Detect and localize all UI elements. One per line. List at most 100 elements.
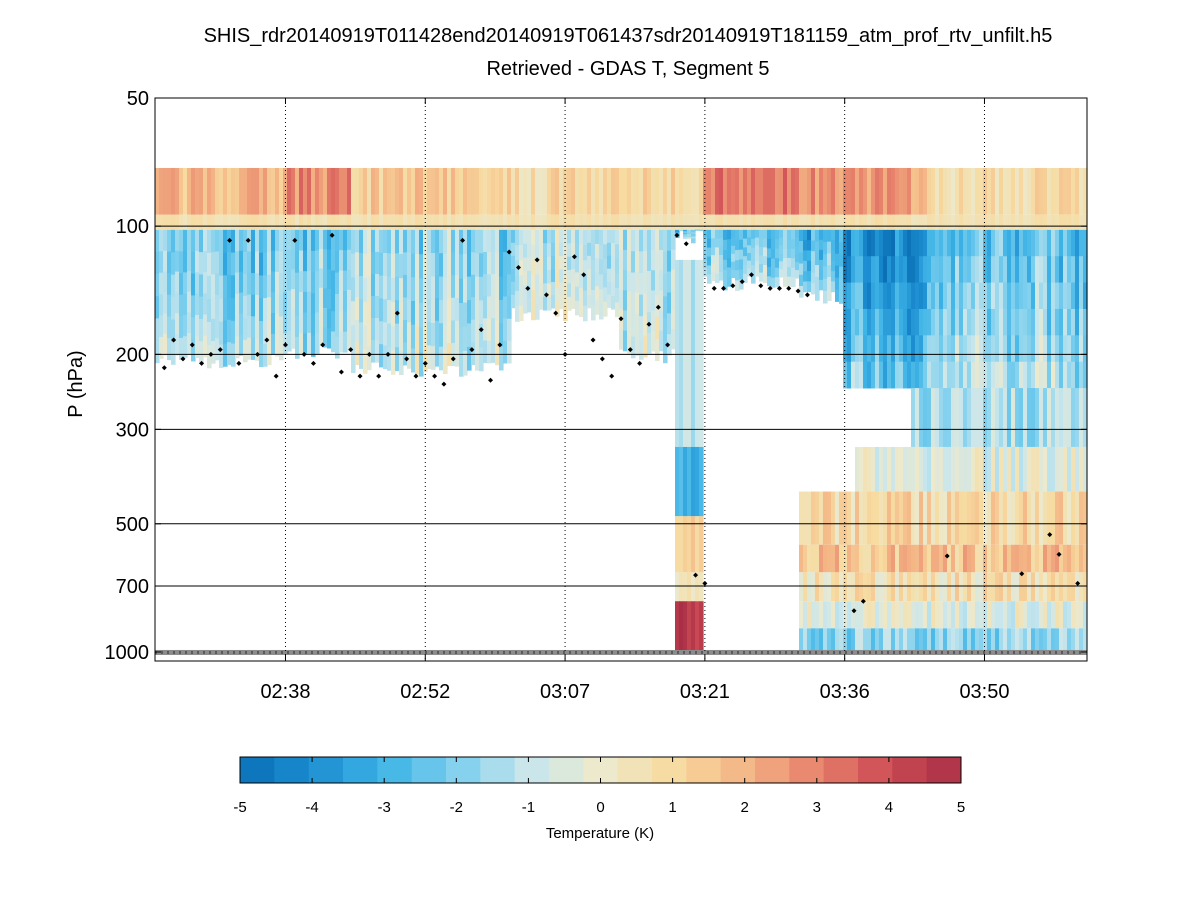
heatmap-cell: [1019, 282, 1024, 310]
heatmap-cell: [419, 278, 424, 304]
heatmap-cell: [675, 167, 680, 215]
heatmap-cell: [775, 277, 780, 288]
heatmap-cell: [1039, 335, 1044, 363]
heatmap-cell: [215, 294, 220, 317]
heatmap-cell: [655, 229, 660, 253]
heatmap-cell: [823, 572, 828, 602]
heatmap-cell: [523, 214, 528, 230]
heatmap-cell: [735, 280, 740, 291]
heatmap-cell: [843, 361, 848, 389]
cloud-top-marker: [432, 373, 438, 379]
heatmap-cell: [511, 214, 516, 230]
heatmap-cell: [411, 214, 416, 230]
heatmap-cell: [355, 342, 360, 366]
heatmap-cell: [847, 361, 852, 389]
heatmap-cell: [919, 601, 924, 629]
heatmap-column: [735, 167, 740, 291]
heatmap-cell: [799, 229, 804, 242]
heatmap-column: [671, 167, 676, 350]
heatmap-cell: [683, 235, 688, 238]
heatmap-cell: [407, 229, 412, 254]
heatmap-cell: [959, 491, 964, 545]
heatmap-cell: [475, 253, 480, 278]
heatmap-cell: [827, 253, 832, 266]
heatmap-cell: [183, 251, 188, 273]
surface-pressure-mark: [953, 650, 955, 654]
heatmap-cell: [503, 167, 508, 215]
surface-pressure-mark: [269, 650, 271, 654]
heatmap-cell: [555, 273, 560, 288]
heatmap-column: [999, 167, 1004, 652]
heatmap-cell: [483, 167, 488, 215]
heatmap-cell: [959, 572, 964, 602]
heatmap-cell: [815, 288, 820, 301]
heatmap-cell: [851, 308, 856, 336]
heatmap-cell: [803, 271, 808, 282]
heatmap-cell: [1043, 256, 1048, 283]
heatmap-cell: [183, 314, 188, 337]
heatmap-cell: [459, 229, 464, 255]
heatmap-cell: [191, 167, 196, 215]
heatmap-cell: [559, 295, 564, 310]
heatmap-cell: [675, 231, 680, 233]
heatmap-cell: [339, 290, 344, 312]
heatmap-cell: [299, 333, 304, 355]
heatmap-cell: [831, 601, 836, 629]
heatmap-cell: [743, 229, 748, 240]
heatmap-cell: [435, 275, 440, 299]
heatmap-cell: [1011, 214, 1016, 230]
heatmap-cell: [391, 278, 396, 303]
heatmap-cell: [1083, 308, 1088, 336]
heatmap-cell: [607, 214, 612, 230]
heatmap-cell: [495, 319, 500, 343]
heatmap-cell: [995, 446, 1000, 492]
heatmap-cell: [607, 294, 612, 308]
colorbar-cell: [343, 757, 378, 783]
heatmap-cell: [603, 287, 608, 303]
heatmap-cell: [1043, 601, 1048, 629]
heatmap-cell: [803, 572, 808, 602]
heatmap-cell: [359, 167, 364, 215]
heatmap-cell: [639, 167, 644, 215]
heatmap-cell: [899, 282, 904, 310]
heatmap-cell: [835, 167, 840, 215]
heatmap-cell: [827, 167, 832, 215]
heatmap-cell: [691, 572, 696, 602]
heatmap-cell: [1083, 601, 1088, 629]
heatmap-cell: [483, 340, 488, 364]
heatmap-cell: [799, 167, 804, 215]
heatmap-column: [711, 167, 716, 281]
heatmap-cell: [971, 282, 976, 310]
heatmap-cell: [1079, 361, 1084, 389]
heatmap-cell: [879, 601, 884, 629]
heatmap-cell: [947, 388, 952, 447]
heatmap-column: [471, 167, 476, 365]
heatmap-cell: [479, 167, 484, 215]
heatmap-cell: [343, 167, 348, 215]
heatmap-cell: [279, 316, 284, 339]
heatmap-cell: [919, 388, 924, 447]
heatmap-cell: [707, 265, 712, 275]
heatmap-cell: [227, 214, 232, 230]
heatmap-cell: [375, 214, 380, 230]
heatmap-cell: [367, 299, 372, 324]
heatmap-cell: [1027, 446, 1032, 492]
heatmap-cell: [1059, 167, 1064, 215]
heatmap-cell: [223, 298, 228, 322]
surface-pressure-mark: [185, 650, 187, 654]
heatmap-cell: [335, 214, 340, 230]
heatmap-cell: [1019, 572, 1024, 602]
heatmap-column: [411, 167, 416, 373]
heatmap-cell: [223, 320, 228, 344]
heatmap-cell: [347, 289, 352, 311]
heatmap-column: [607, 167, 612, 308]
heatmap-cell: [879, 256, 884, 283]
heatmap-cell: [671, 229, 676, 251]
heatmap-cell: [179, 316, 184, 339]
heatmap-cell: [903, 167, 908, 215]
heatmap-cell: [195, 229, 200, 252]
heatmap-cell: [979, 214, 984, 230]
heatmap-cell: [923, 446, 928, 492]
heatmap-cell: [775, 214, 780, 230]
cloud-top-marker: [646, 321, 652, 327]
